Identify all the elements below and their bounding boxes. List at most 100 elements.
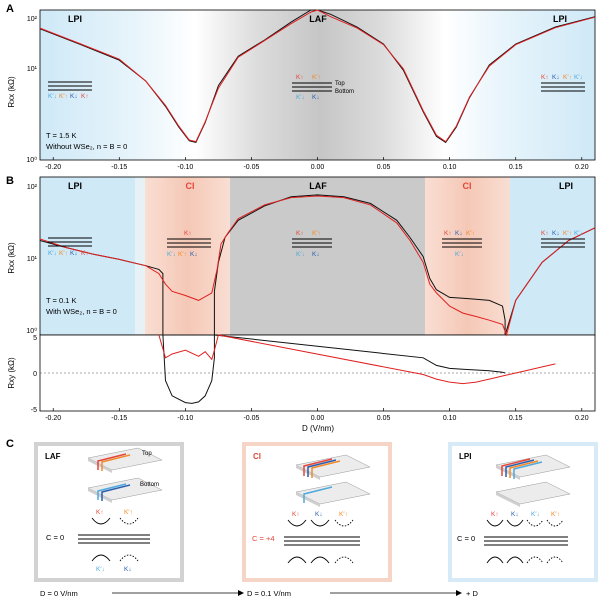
x-tick-label: -0.15 xyxy=(111,164,127,171)
region-lpi-right: LPI xyxy=(559,181,573,191)
valley-k-up: K↑ xyxy=(444,230,452,237)
schematic-b-lpi-left: K′↓ K′↑ K↓ K↑ xyxy=(48,237,92,257)
x-tick-label: 0.15 xyxy=(509,415,523,422)
valley-kp-down: K′↓ xyxy=(296,94,305,101)
x-ticks-a: -0.20 -0.15 -0.10 -0.05 0.00 0.05 0.10 0.15 0.20 xyxy=(45,157,589,171)
panel-b-ylabel-top: Rxx (kΩ) xyxy=(7,242,16,274)
chern-laf: C = 0 xyxy=(46,533,64,542)
panel-a-label: A xyxy=(6,3,14,15)
valley-kp-down: K′↓ xyxy=(48,93,57,100)
bands-ci: K↑ K↓ K′↑ C = +4 xyxy=(252,511,360,564)
valley-k-up: K↑ xyxy=(81,93,89,100)
valley-k-up: K↑ xyxy=(96,509,104,516)
schematic-b-laf: K↑ K′↑ K′↓ K↓ xyxy=(292,230,332,258)
panel-b-xlabel: D (V/nm) xyxy=(302,424,334,433)
region-laf: LAF xyxy=(309,14,327,24)
y-tick-b-1: 10¹ xyxy=(27,256,38,263)
state-title-ci: CI xyxy=(253,452,261,461)
region-lpi-right: LPI xyxy=(553,14,567,24)
valley-kp-up: K′↑ xyxy=(59,93,68,100)
panel-b-temp: T = 0.1 K xyxy=(46,296,77,305)
valley-kp-up: K′↑ xyxy=(312,74,321,81)
x-tick-label: 0.00 xyxy=(311,164,325,171)
series-line-0 xyxy=(162,334,506,404)
panel-a: A LPI LAF LPI Rxx (kΩ) 10² 10¹ 10⁰ -0.20 xyxy=(6,3,596,171)
panel-a-cond: Without WSe₂, n = B = 0 xyxy=(46,142,127,151)
valley-k-up: K↑ xyxy=(491,511,499,518)
x-tick-label: -0.05 xyxy=(243,164,259,171)
panel-b-ylabel-bottom: Rxy (kΩ) xyxy=(7,357,16,389)
valley-kp-down: K′↓ xyxy=(574,230,583,237)
state-title-lpi: LPI xyxy=(459,452,471,461)
valley-k-up: K↑ xyxy=(292,511,300,518)
x-tick-label: -0.05 xyxy=(243,415,259,422)
x-tick-label: 0.00 xyxy=(311,415,325,422)
series-line-1 xyxy=(39,9,596,143)
valley-k-up: K↑ xyxy=(81,250,89,257)
schematic-b-ci-left: K↑ K′↓ K′↑ K↓ xyxy=(167,230,211,258)
valley-kp-up: K′↑ xyxy=(339,511,348,518)
valley-kp-down: K′↓ xyxy=(531,511,540,518)
valley-k-down: K↓ xyxy=(315,511,323,518)
state-box-lpi xyxy=(448,442,598,582)
region-ci-right: CI xyxy=(463,181,472,191)
state-box-ci xyxy=(242,442,392,582)
device-laf: Top Bottom xyxy=(87,447,163,503)
panel-b-cond: With WSe₂, n = B = 0 xyxy=(46,307,117,316)
valley-kp-down: K′↓ xyxy=(296,251,305,258)
valley-k-up: K↑ xyxy=(541,74,549,81)
device-ci xyxy=(295,454,371,507)
valley-kp-up: K′↑ xyxy=(563,74,572,81)
valley-kp-down: K′↓ xyxy=(574,74,583,81)
x-tick-label: 0.10 xyxy=(443,164,457,171)
x-tick-label: -0.10 xyxy=(177,415,193,422)
layer-bottom-label: Bottom xyxy=(140,482,159,488)
layer-top-label: Top xyxy=(142,451,152,457)
valley-kp-down: K′↓ xyxy=(48,250,57,257)
x-tick-label: -0.10 xyxy=(177,164,193,171)
valley-kp-down: K′↓ xyxy=(167,251,176,258)
device-lpi xyxy=(495,454,571,507)
panel-b-label: B xyxy=(6,175,14,187)
x-ticks-b: -0.20 -0.15 -0.10 -0.05 0.00 0.05 0.10 0.15 0.20 xyxy=(45,408,589,422)
traces-a xyxy=(39,9,596,144)
schematic-a-left: K′↓ K′↑ K↓ K↑ xyxy=(48,81,92,100)
x-tick-label: 0.20 xyxy=(575,164,589,171)
valley-k-down: K↓ xyxy=(312,251,320,258)
valley-kp-down: K′↓ xyxy=(455,251,464,258)
panel-a-ylabel: Rxx (kΩ) xyxy=(7,76,16,108)
valley-k-down: K↓ xyxy=(124,566,132,573)
region-lpi-left: LPI xyxy=(68,14,82,24)
valley-k-down: K↓ xyxy=(552,74,560,81)
valley-kp-up: K′↑ xyxy=(466,230,475,237)
x-tick-label: 0.20 xyxy=(575,415,589,422)
state-box-laf xyxy=(34,442,184,582)
valley-kp-up: K′↑ xyxy=(551,511,560,518)
valley-k-down: K↓ xyxy=(511,511,519,518)
valley-kp-up: K′↑ xyxy=(59,250,68,257)
region-ci-left: CI xyxy=(186,181,195,191)
traces-b xyxy=(39,194,596,404)
d-label-0: D = 0 V/nm xyxy=(40,589,78,598)
valley-k-up: K↑ xyxy=(296,230,304,237)
schematic-b-lpi-right: K↑ K↓ K′↑ K′↓ xyxy=(541,230,585,248)
bands-laf: K↑ K′↑ K′↓ K↓ C = 0 xyxy=(46,509,150,573)
y-tick-b-m5: -5 xyxy=(31,407,37,414)
valley-k-down: K↓ xyxy=(455,230,463,237)
d-axis-arrow: D = 0 V/nm D = 0.1 V/nm + D xyxy=(40,589,478,598)
region-laf: LAF xyxy=(309,181,327,191)
valley-k-up: K↑ xyxy=(296,74,304,81)
valley-k-down: K↓ xyxy=(70,93,78,100)
valley-k-up: K↑ xyxy=(541,230,549,237)
y-tick-a-2: 10² xyxy=(27,16,38,23)
y-tick-b-2: 10² xyxy=(27,184,38,191)
series-line-0 xyxy=(39,194,596,336)
chern-ci: C = +4 xyxy=(252,534,275,543)
x-tick-label: 0.10 xyxy=(443,415,457,422)
valley-k-down: K↓ xyxy=(70,250,78,257)
panel-c-label: C xyxy=(6,438,14,450)
valley-k-down: K↓ xyxy=(312,94,320,101)
d-label-2: + D xyxy=(466,589,478,598)
valley-k-down: K↓ xyxy=(190,251,198,258)
